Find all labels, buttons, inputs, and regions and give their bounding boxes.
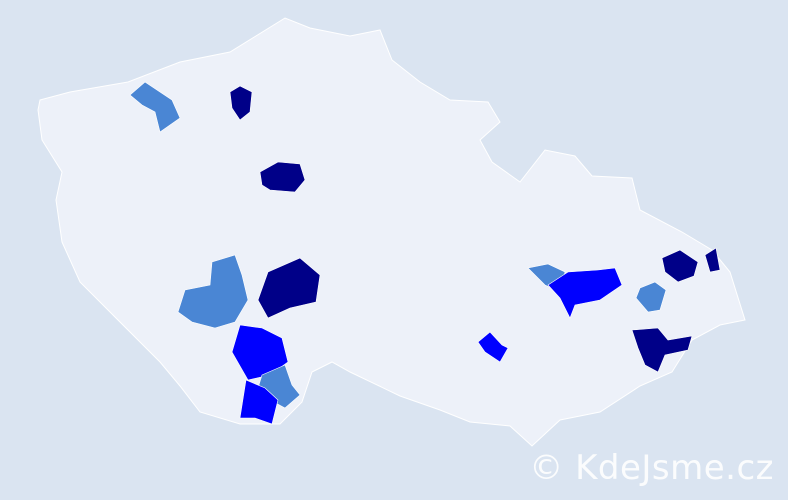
district-bright-10[interactable] <box>547 267 623 319</box>
watermark: © KdeJsme.cz <box>529 448 774 488</box>
district-dark-3[interactable] <box>259 161 306 193</box>
district-dark-15[interactable] <box>631 327 693 373</box>
highlighted-districts <box>129 81 721 425</box>
country-outline <box>37 17 746 447</box>
country-shape <box>37 17 746 447</box>
district-dark-5[interactable] <box>257 257 321 319</box>
district-bright-11[interactable] <box>477 331 509 363</box>
district-bright-8[interactable] <box>239 379 279 425</box>
district-medium-4[interactable] <box>177 254 249 329</box>
district-medium-12[interactable] <box>635 281 667 313</box>
district-dark-13[interactable] <box>661 249 699 283</box>
district-dark-14[interactable] <box>704 247 721 273</box>
district-medium-1[interactable] <box>129 81 181 133</box>
district-dark-2[interactable] <box>229 85 253 121</box>
